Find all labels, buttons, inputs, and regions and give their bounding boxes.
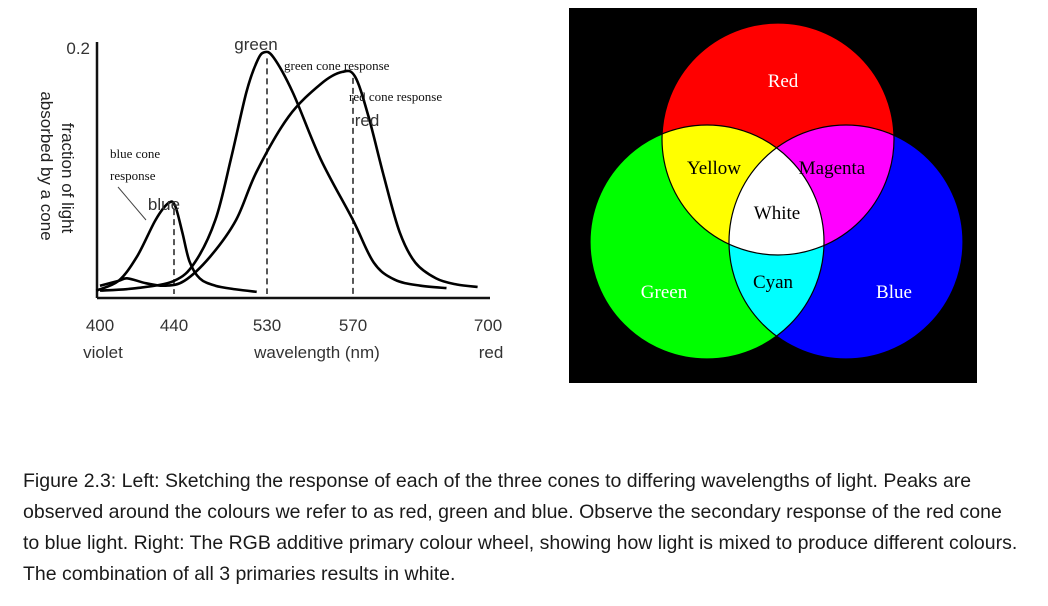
curve-green: [99, 50, 447, 292]
white-region: [729, 125, 824, 255]
annotation-green-cone: green cone response: [284, 58, 390, 73]
x-tick-label: 700: [474, 316, 502, 335]
curves: [95, 50, 478, 294]
peak-lines: [173, 58, 354, 294]
annotation-red-cone: red cone response: [349, 89, 442, 104]
label-blue: Blue: [876, 282, 912, 303]
label-cyan: Cyan: [753, 272, 794, 293]
circle-outlines: [589, 22, 964, 360]
label-red: Red: [768, 71, 799, 92]
series-label-red: red: [355, 111, 380, 130]
x-end-label-right: red: [479, 343, 504, 362]
x-axis-label: wavelength (nm): [253, 343, 380, 362]
annotation-blue-cone-line-1: blue cone: [110, 146, 160, 161]
figure-caption: Figure 2.3: Left: Sketching the response…: [23, 470, 1018, 585]
series-label-blue: blue: [148, 195, 180, 214]
x-tick-label: 400: [86, 316, 114, 335]
curve-blue: [95, 200, 257, 294]
label-white: White: [754, 203, 800, 224]
annotation-blue-cone-line-2: response: [110, 168, 156, 183]
x-tick-label: 440: [160, 316, 188, 335]
rgb-colour-wheel: Red Yellow Magenta White Cyan Green Blue: [569, 8, 977, 383]
series-label-green: green: [234, 35, 277, 54]
label-yellow: Yellow: [687, 158, 741, 179]
y-axis-label-line-1: fraction of light: [58, 123, 77, 234]
x-tick-label: 530: [253, 316, 281, 335]
x-end-label-left: violet: [83, 343, 123, 362]
y-axis-label: fraction of light absorbed by a cone: [37, 91, 77, 240]
annotation-pointer-line: [117, 186, 147, 221]
label-green: Green: [641, 282, 688, 303]
cone-response-chart: fraction of light absorbed by a cone 0.2…: [37, 35, 504, 362]
label-magenta: Magenta: [799, 158, 866, 179]
curve-red: [99, 69, 478, 289]
x-tick-label: 570: [339, 316, 367, 335]
y-tick-label: 0.2: [66, 39, 90, 58]
y-axis-label-line-2: absorbed by a cone: [37, 91, 56, 240]
x-tick-labels: 400 440 530 570 700: [86, 316, 502, 335]
